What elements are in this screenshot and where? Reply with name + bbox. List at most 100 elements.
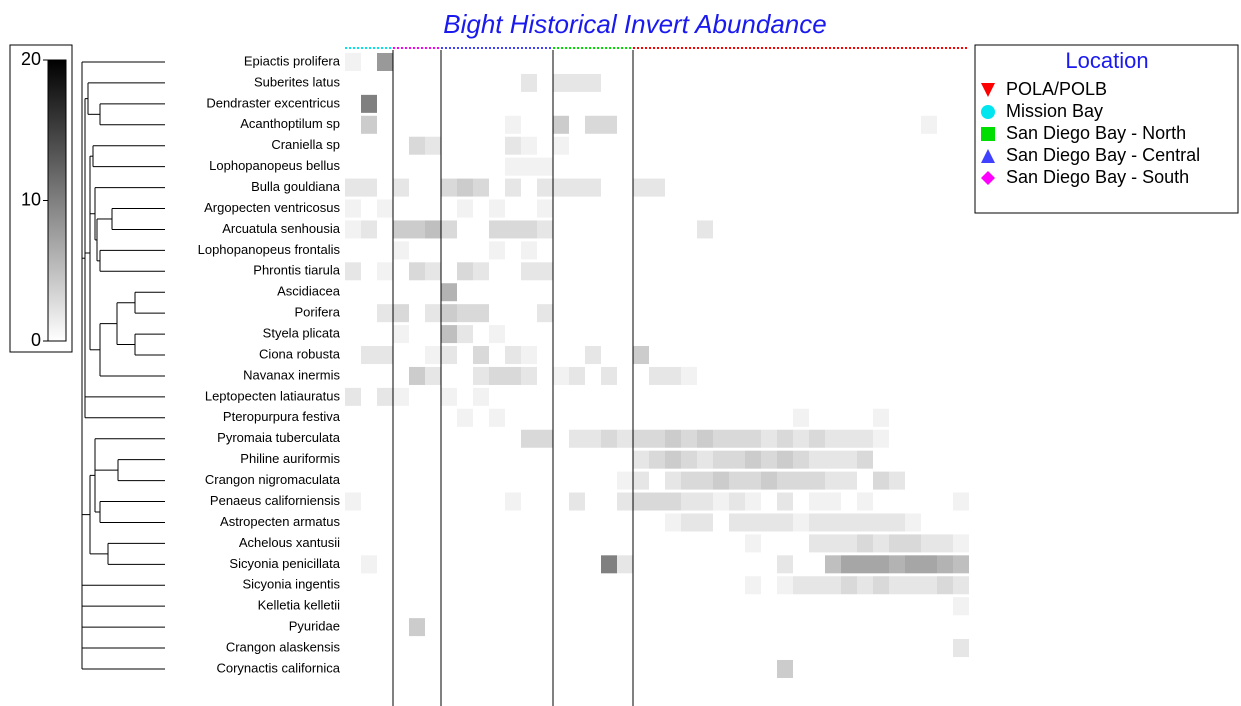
heat-cell xyxy=(345,513,361,532)
heat-cell xyxy=(553,618,569,637)
heat-cell xyxy=(777,576,793,595)
heat-cell xyxy=(377,366,393,385)
heat-cell xyxy=(649,408,665,427)
heat-cell xyxy=(537,53,553,71)
heat-cell xyxy=(489,94,505,113)
heat-cell xyxy=(489,492,505,511)
heat-cell xyxy=(361,639,377,658)
heat-cell xyxy=(825,471,841,490)
heat-cell xyxy=(585,136,601,155)
heat-cell xyxy=(553,492,569,511)
heat-cell xyxy=(681,220,697,239)
heat-cell xyxy=(377,53,393,71)
heat-cell xyxy=(505,555,521,574)
heat-cell xyxy=(617,325,633,344)
heat-cell xyxy=(457,471,473,490)
heat-cell xyxy=(441,555,457,574)
heat-cell xyxy=(809,429,825,448)
heat-cell xyxy=(617,283,633,302)
heat-cell xyxy=(393,471,409,490)
heat-cell xyxy=(745,94,761,113)
heat-cell xyxy=(489,659,505,678)
heat-cell xyxy=(921,94,937,113)
heat-cell xyxy=(345,241,361,260)
heat-cell xyxy=(521,53,537,71)
heat-cell xyxy=(921,618,937,637)
heat-cell xyxy=(649,304,665,323)
heat-cell xyxy=(665,534,681,553)
heat-cell xyxy=(681,597,697,616)
heat-cell xyxy=(345,659,361,678)
heat-cell xyxy=(937,618,953,637)
heat-cell xyxy=(921,157,937,176)
heat-cell xyxy=(873,283,889,302)
heat-cell xyxy=(457,534,473,553)
heat-cell xyxy=(345,325,361,344)
heat-cell xyxy=(569,618,585,637)
heat-cell xyxy=(825,408,841,427)
heat-cell xyxy=(713,220,729,239)
heat-cell xyxy=(873,157,889,176)
heat-cell xyxy=(873,471,889,490)
heat-cell xyxy=(441,639,457,658)
heat-cell xyxy=(617,387,633,406)
heat-cell xyxy=(441,534,457,553)
heat-cell xyxy=(409,408,425,427)
heat-cell xyxy=(345,262,361,281)
heat-cell xyxy=(649,659,665,678)
heat-cell xyxy=(697,492,713,511)
heat-cell xyxy=(569,408,585,427)
heat-cell xyxy=(537,115,553,134)
heat-cell xyxy=(393,94,409,113)
heat-cell xyxy=(857,220,873,239)
heat-cell xyxy=(441,471,457,490)
heat-cell xyxy=(953,220,969,239)
heat-cell xyxy=(857,429,873,448)
heat-cell xyxy=(377,325,393,344)
heat-cell xyxy=(841,597,857,616)
heat-cell xyxy=(441,366,457,385)
heat-cell xyxy=(553,387,569,406)
heat-cell xyxy=(441,576,457,595)
heat-cell xyxy=(953,576,969,595)
heat-cell xyxy=(553,555,569,574)
heat-cell xyxy=(809,199,825,218)
heat-cell xyxy=(361,618,377,637)
heat-cell xyxy=(425,199,441,218)
heat-cell xyxy=(857,659,873,678)
heat-cell xyxy=(553,157,569,176)
heat-cell xyxy=(905,115,921,134)
heat-cell xyxy=(777,597,793,616)
heat-cell xyxy=(937,136,953,155)
heat-cell xyxy=(905,178,921,197)
heat-cell xyxy=(905,597,921,616)
heat-cell xyxy=(521,366,537,385)
heat-cell xyxy=(745,157,761,176)
heat-cell xyxy=(457,576,473,595)
heat-cell xyxy=(473,576,489,595)
heat-cell xyxy=(761,408,777,427)
heat-cell xyxy=(729,471,745,490)
heat-cell xyxy=(825,555,841,574)
heat-cell xyxy=(857,115,873,134)
heat-cell xyxy=(393,534,409,553)
heat-cell xyxy=(425,659,441,678)
heat-cell xyxy=(569,492,585,511)
heat-cell xyxy=(873,429,889,448)
heat-cell xyxy=(505,387,521,406)
heat-cell xyxy=(585,429,601,448)
heat-cell xyxy=(729,262,745,281)
heat-cell xyxy=(777,136,793,155)
heat-cell xyxy=(937,73,953,92)
heat-cell xyxy=(569,387,585,406)
heat-cell xyxy=(569,178,585,197)
heat-cell xyxy=(809,576,825,595)
heat-cell xyxy=(569,555,585,574)
heat-cell xyxy=(361,136,377,155)
heat-cell xyxy=(425,73,441,92)
heat-cell xyxy=(409,639,425,658)
heat-cell xyxy=(457,492,473,511)
legend-label: San Diego Bay - North xyxy=(1006,123,1186,143)
heat-cell xyxy=(761,346,777,365)
heat-cell xyxy=(697,94,713,113)
